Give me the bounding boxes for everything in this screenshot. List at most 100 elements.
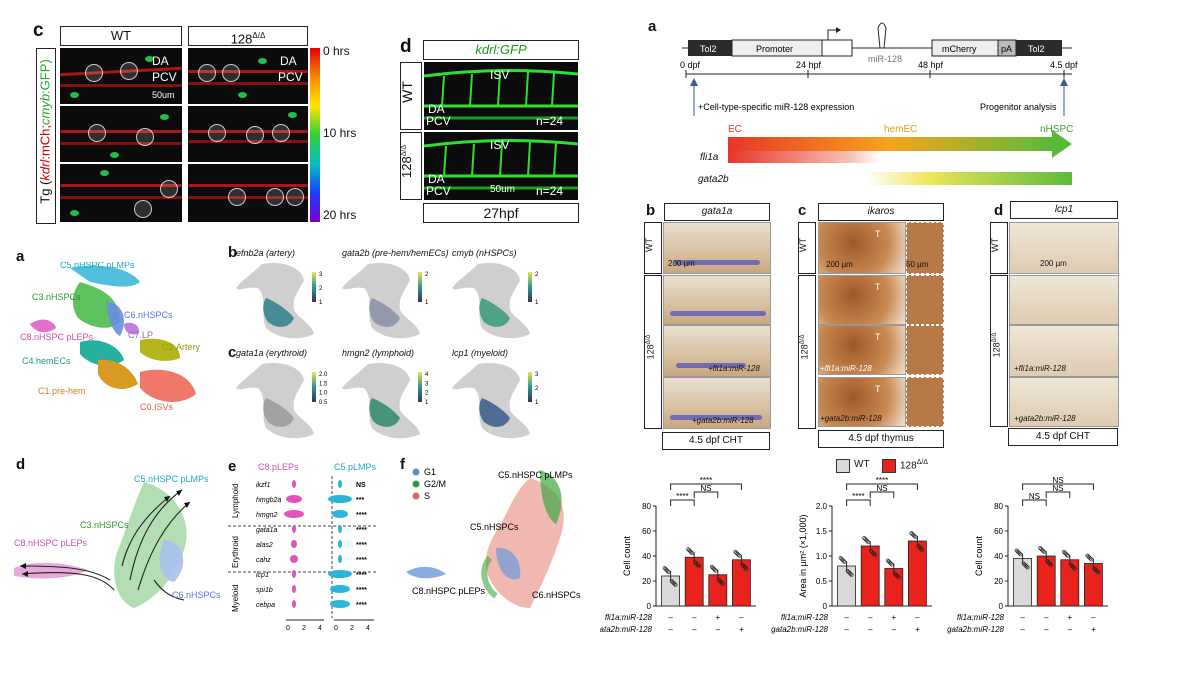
violin-sig-spi1b: ****: [356, 587, 367, 594]
b-image-ko1: [663, 275, 771, 325]
label-da-kdrl-2: DA: [428, 172, 445, 186]
bar-point-1-0-6: [841, 559, 846, 563]
umap-label-c4: C4.hemECs: [22, 356, 71, 366]
d-scale: 200 µm: [1040, 259, 1067, 268]
violin-tick-1: 2: [302, 625, 306, 632]
bar-ytick-2-0: 0: [999, 602, 1004, 611]
d-fli: +fli1a:miR-128: [1014, 364, 1066, 373]
cc-label-c5plmp: C5.nHSPC pLMPs: [498, 470, 573, 480]
cc-label-c6: C6.nHSPCs: [532, 590, 581, 600]
bar-point-2-1-1: [1045, 559, 1050, 563]
d-gene-text: lcp1: [1054, 204, 1074, 215]
construct-label-tol2-left: Tol2: [700, 44, 717, 54]
c-zoom-1: [906, 275, 944, 325]
sig-bracket-0-0: [670, 499, 695, 506]
violin-right-hmgb2a: [328, 495, 352, 503]
panel-label-b-right: b: [646, 202, 656, 219]
bar-ytick-0-2: 40: [642, 552, 651, 561]
legend-dot-g1: [412, 468, 420, 476]
bar-point-0-1-6: [689, 550, 694, 555]
umap-label-c8: C8.nHSPC pLEPs: [20, 332, 94, 342]
cbar-tick-c-0-0: 2.0: [319, 372, 328, 378]
violin-gene-lcp1: lcp1: [256, 572, 269, 579]
sig-label-1-2: ****: [876, 476, 888, 485]
d-image-wt: 200 µm: [1009, 222, 1119, 274]
bar-point-1-2-6: [888, 561, 893, 566]
traj-label-c3: C3.nHSPCs: [80, 520, 129, 530]
label-isv-2: ISV: [490, 138, 510, 152]
d-footer: 4.5 dpf CHT: [1008, 428, 1118, 446]
scale-kdrl: 50um: [490, 184, 516, 195]
bar-point-2-1-3: [1046, 560, 1051, 564]
bar-2-2: [1060, 559, 1080, 607]
micro-wt-2: [60, 106, 182, 162]
bar-point-2-0-5: [1023, 563, 1028, 568]
bar-rowlabel-fli-0: fli1a:miR-128: [605, 613, 653, 622]
bar-point-2-0-2: [1015, 549, 1020, 554]
bar-point-0-1-2: [687, 548, 692, 553]
c-image-3: T: [818, 377, 906, 427]
feature-title-b-2: cmyb (nHSPCs): [452, 248, 517, 258]
cbar-tick-c-1-1: 3: [425, 381, 429, 387]
bar-row-gata-0-1: –: [692, 625, 697, 634]
c-wt-box: [798, 222, 816, 274]
d-gata: +gata2b:miR-128: [1014, 414, 1076, 423]
bar-point-1-3-3: [917, 545, 922, 549]
gata2b-bar: [866, 172, 1072, 185]
bar-1-2: [884, 568, 904, 607]
feature-umap-c-1: 4 3 2 1: [342, 362, 429, 439]
bar-point-2-3-9: [1096, 570, 1101, 575]
sig-bracket-2-0: [1022, 499, 1047, 506]
cbar-tick-c-0-3: 0.5: [319, 400, 328, 406]
umap-label-c0: C0.ISVs: [140, 402, 174, 412]
kdrl-stage: 27hpf: [423, 203, 579, 223]
panel-label-d-top: d: [400, 36, 412, 57]
ylabel-tg-a: Tg (: [37, 180, 53, 204]
cbar-tick-c-2-1: 2: [535, 386, 539, 392]
construct-tol2-left: [688, 40, 732, 56]
bar-row-fli-0-2: +: [715, 613, 720, 622]
fli1a-bar: [728, 151, 880, 163]
violin-left-hmgn2: [284, 510, 304, 518]
bar-point-0-0-4: [664, 568, 669, 572]
bar-point-0-0-2: [663, 567, 668, 571]
b-ko-label: 128Δ/Δ: [645, 335, 655, 360]
bar-point-1-1-6: [865, 539, 870, 543]
violin-gene-cahz: cahz: [256, 557, 271, 564]
violin-left-ikzf1: [292, 480, 296, 488]
kdrl-title-text: kdrl:GFP: [475, 42, 527, 57]
cbar-tick-b-1-1: 1: [425, 300, 429, 306]
bar-point-2-1-0: [1038, 546, 1043, 550]
bar-point-1-0-3: [846, 570, 851, 574]
c-zoom-0: [906, 222, 944, 274]
bar-point-1-1-9: [873, 553, 878, 557]
bar-point-2-3-1: [1092, 566, 1097, 571]
bar-point-2-1-6: [1041, 549, 1046, 553]
sig-bracket-2-1: [1045, 491, 1071, 498]
bar-point-2-2-7: [1071, 565, 1076, 570]
violin-tick-4: 2: [350, 625, 354, 632]
bar-point-1-0-1: [845, 569, 850, 573]
bar-point-2-3-3: [1093, 567, 1098, 572]
feature-title-b-0: efnb2a (artery): [236, 248, 296, 258]
violin-sig-ikzf1: NS: [356, 482, 366, 489]
bar-row-fli-2-2: +: [1067, 613, 1072, 622]
bar-point-1-1-7: [872, 552, 877, 556]
sig-bracket-2-2: [1022, 483, 1094, 490]
cbar-tick-b-0-1: 2: [319, 286, 323, 292]
d-gene-title: lcp1: [1010, 201, 1118, 219]
b-ko-text: 128: [645, 344, 656, 360]
bar-point-0-2-0: [709, 564, 714, 569]
bar-point-1-3-6: [912, 534, 917, 538]
d-ko-text: 128: [991, 342, 1002, 358]
bar-point-0-0-0: [662, 566, 667, 570]
colorbar-20: 20 hrs: [323, 208, 357, 222]
bar-ytick-1-0: 0: [823, 602, 828, 611]
b-wt-box: [644, 222, 662, 274]
d-wt-box: [990, 222, 1008, 274]
ylabel-kdrl: kdrl: [37, 159, 53, 181]
bar-point-2-3-7: [1095, 569, 1100, 574]
violin-header-right: C5.pLMPs: [334, 462, 377, 472]
bar-point-0-1-0: [686, 547, 691, 552]
panel-label-b-umap: b: [228, 244, 238, 261]
